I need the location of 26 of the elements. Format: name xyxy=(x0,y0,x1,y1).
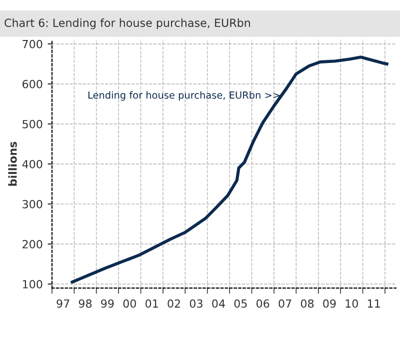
x-tick-label: 09 xyxy=(323,299,336,308)
series-label: Lending for house purchase, EURbn >> xyxy=(88,91,280,101)
x-tick-label: 02 xyxy=(168,299,180,308)
y-tick-label: 400 xyxy=(22,160,42,168)
x-tick-label: 06 xyxy=(256,299,270,308)
line-series xyxy=(70,56,388,284)
x-tick-label: 97 xyxy=(56,299,70,308)
x-tick-label: 00 xyxy=(123,299,136,308)
x-tick-label: 10 xyxy=(346,299,358,308)
x-tick-label: 07 xyxy=(278,299,292,308)
y-tick-label: 500 xyxy=(22,120,42,128)
y-axis-title: billions xyxy=(8,142,17,186)
x-tick-label: 98 xyxy=(78,299,92,308)
x-tick-label: 04 xyxy=(212,299,225,308)
chart-title: Chart 6: Lending for house purchase, EURbn xyxy=(4,18,250,30)
x-tick-label: 08 xyxy=(300,299,314,308)
y-tick-label: 600 xyxy=(22,80,42,88)
y-tick-label: 100 xyxy=(22,280,42,288)
x-tick-label: 05 xyxy=(234,299,247,308)
y-tick-label: 300 xyxy=(22,200,42,208)
x-tick-label: 11 xyxy=(368,300,380,308)
x-tick-label: 99 xyxy=(101,299,114,308)
x-tick-label: 03 xyxy=(190,299,202,308)
y-tick-label: 700 xyxy=(22,40,42,48)
y-tick-label: 200 xyxy=(22,240,42,248)
x-tick-label: 01 xyxy=(146,299,158,308)
